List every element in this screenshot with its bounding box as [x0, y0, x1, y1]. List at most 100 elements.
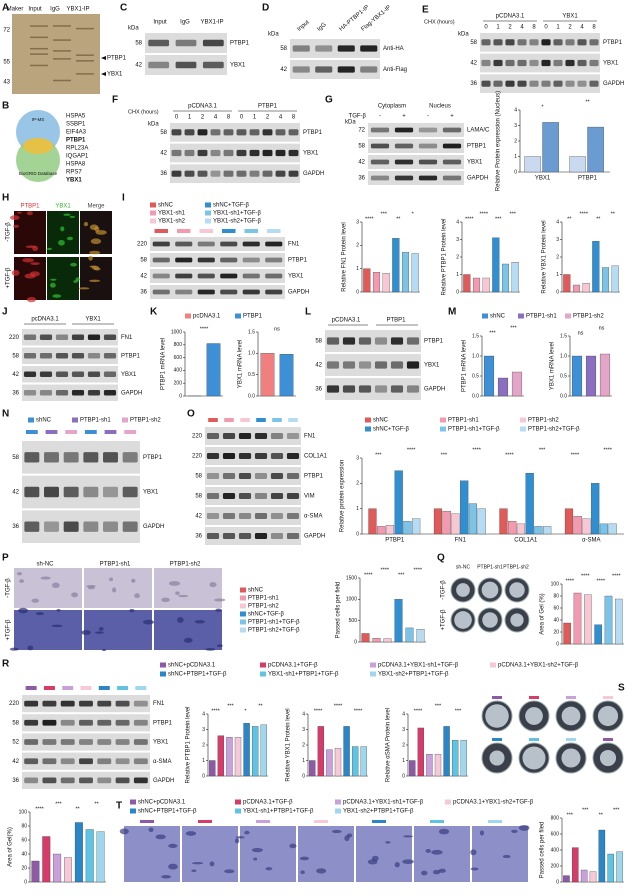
significance: **** — [581, 573, 590, 579]
time-label: 0 — [175, 115, 179, 121]
y-tick-label: 0 — [356, 531, 359, 537]
blot-strip — [170, 143, 300, 163]
cell — [63, 213, 71, 216]
blot-band — [44, 452, 59, 463]
blot-band — [541, 59, 551, 67]
bar — [508, 521, 517, 535]
blot-band — [83, 521, 99, 532]
blot-band — [326, 337, 340, 345]
legend-entry: PTBP1-sh1 — [448, 418, 479, 424]
cell — [60, 226, 65, 232]
blot-band — [242, 289, 260, 295]
blot-band — [358, 385, 372, 393]
blot-band — [275, 129, 286, 136]
bar — [482, 277, 490, 293]
arrow — [101, 56, 106, 60]
y-tick-label: 1.5 — [560, 333, 567, 339]
band-name: YBX1 — [143, 490, 159, 496]
significance: **** — [571, 452, 580, 458]
y-tick-label: 0 — [202, 773, 205, 779]
legend-entry: PTBP1-sh1+TGF-β — [248, 620, 300, 626]
kda-marker: 42 — [280, 67, 287, 73]
blot-strip — [22, 329, 118, 346]
legend-swatch — [520, 426, 526, 432]
blot-band — [222, 533, 236, 539]
panel-label: I — [122, 193, 125, 204]
y-tick-label: 3 — [514, 123, 517, 129]
y-tick-label: 0 — [24, 879, 27, 885]
y-tick-label: 0 — [456, 289, 459, 295]
blot-band — [242, 241, 260, 247]
cell — [316, 868, 327, 874]
blot-band — [337, 66, 355, 73]
bar — [604, 595, 613, 645]
legend-swatch — [150, 218, 156, 224]
panel-label: F — [112, 95, 118, 106]
blot-band — [206, 453, 220, 459]
bar — [31, 860, 40, 883]
blot-band — [63, 521, 79, 532]
legend-entry: YBX1-sh1+PTBP1+TGF-β — [243, 809, 314, 815]
blot-band — [23, 334, 37, 341]
blot-band — [197, 257, 215, 263]
legend-entry: PTBP1-sh2 — [573, 314, 604, 320]
x-tick-label: FN1 — [455, 538, 467, 544]
kda-marker: 36 — [12, 524, 19, 530]
cell — [209, 861, 215, 867]
time-label: 0 — [484, 25, 488, 31]
legend-swatch — [240, 595, 246, 601]
blot-band — [175, 257, 193, 263]
lane-color — [256, 820, 270, 823]
cell — [13, 224, 19, 228]
lane-color — [65, 430, 78, 434]
band-name: PTBP1 — [603, 40, 623, 46]
bar — [573, 516, 582, 535]
lane-color — [104, 430, 117, 434]
bar — [372, 638, 381, 643]
significance: **** — [472, 447, 481, 453]
blot-band — [122, 521, 138, 532]
blot-band — [197, 149, 208, 157]
blot-band — [222, 473, 236, 479]
bar — [442, 511, 451, 535]
blot-band — [115, 739, 130, 745]
bar — [411, 253, 419, 293]
kda-marker: 58 — [12, 720, 19, 726]
bar — [417, 727, 425, 777]
blot-band — [60, 758, 75, 765]
kda-marker: 36 — [358, 176, 365, 182]
cell — [470, 849, 477, 856]
legend-entry: YBX1-sh2 — [158, 219, 186, 225]
bar — [394, 470, 403, 535]
significance: **** — [354, 708, 363, 714]
blot-band — [171, 170, 182, 177]
blot-band — [390, 361, 404, 369]
blot-band — [152, 257, 170, 263]
time-label: 8 — [227, 115, 231, 121]
band-name: YBX1 — [424, 363, 440, 369]
blot-strip — [480, 33, 600, 52]
panel-label: T — [116, 801, 122, 812]
y-tick-label: 60 — [21, 837, 27, 843]
band-name: PTBP1 — [304, 474, 324, 480]
blot-band — [342, 337, 356, 345]
y-tick-label: 1 — [456, 272, 459, 278]
significance: **** — [334, 703, 343, 709]
blot-band — [55, 334, 69, 341]
band-name: PTBP1 — [153, 720, 173, 726]
cell — [49, 282, 56, 288]
blot-band — [133, 777, 148, 784]
significance: * — [244, 708, 247, 714]
blot-band — [133, 700, 148, 707]
blot-band — [222, 513, 236, 519]
lane-color — [529, 738, 539, 741]
y-tick-label: 1 — [556, 272, 559, 278]
cell — [168, 581, 181, 586]
blot-band — [265, 241, 283, 247]
blot-band — [288, 170, 299, 177]
significance: ** — [596, 216, 601, 222]
y-tick-label: 3 — [402, 727, 405, 733]
time-label: 0 — [544, 25, 548, 31]
y-tick-label: 4 — [556, 219, 559, 225]
band-name: FN1 — [288, 242, 300, 248]
